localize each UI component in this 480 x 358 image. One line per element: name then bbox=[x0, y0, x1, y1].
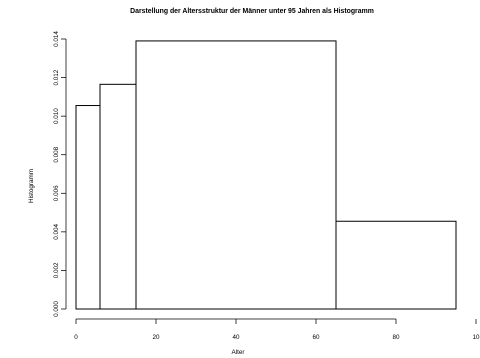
histogram-bar-3 bbox=[135, 40, 337, 310]
y-axis-label: Histogramm bbox=[28, 169, 35, 203]
x-tick-label: 0 bbox=[74, 334, 78, 341]
y-tick-label: 0.014 bbox=[53, 31, 60, 47]
y-tick-label: 0.002 bbox=[53, 262, 60, 278]
y-axis: 0.000 0.002 0.004 0.006 0.008 0.010 0.012 0.014 bbox=[53, 31, 67, 317]
x-tick-label: 60 bbox=[312, 334, 320, 341]
x-axis: 0 20 40 60 80 10 bbox=[74, 318, 480, 341]
x-tick-label: 20 bbox=[152, 334, 160, 341]
x-axis-label: Alter bbox=[232, 349, 245, 356]
x-tick-label: 10 bbox=[472, 334, 480, 341]
y-tick-label: 0.008 bbox=[53, 146, 60, 162]
chart-title: Darstellung der Altersstruktur der Männe… bbox=[130, 8, 374, 15]
y-tick-label: 0.010 bbox=[53, 108, 60, 124]
histogram-bar-2 bbox=[99, 83, 137, 310]
bars-group bbox=[75, 40, 457, 310]
y-tick-label: 0.000 bbox=[53, 301, 60, 317]
x-tick-label: 40 bbox=[232, 334, 240, 341]
y-tick-label: 0.006 bbox=[53, 185, 60, 201]
histogram-bar-1 bbox=[75, 105, 101, 310]
y-tick-label: 0.004 bbox=[53, 223, 60, 239]
y-tick-label: 0.012 bbox=[53, 69, 60, 85]
histogram-bar-4 bbox=[335, 220, 457, 310]
x-tick-label: 80 bbox=[392, 334, 400, 341]
